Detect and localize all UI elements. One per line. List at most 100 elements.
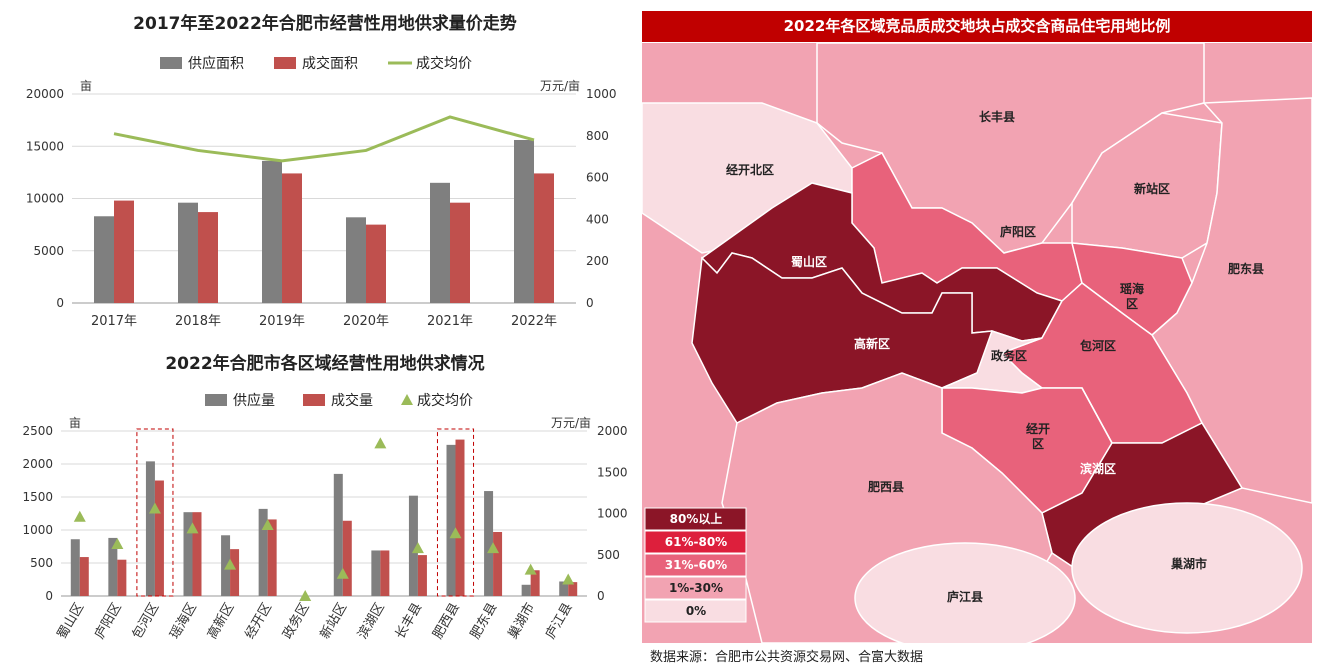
bar-成交量 (230, 549, 240, 596)
marker-成交均价 (524, 563, 537, 575)
legend-swatch (303, 394, 325, 406)
chart2: 0 500 1000 1500 2000 2500 0 500 1000 1500 2000 亩 万元/… (22, 392, 628, 642)
bar-供应面积 (94, 216, 114, 303)
bar-成交量 (79, 557, 89, 596)
chart1-title: 2017年至2022年合肥市经营性用地供求量价走势 (133, 14, 517, 34)
map-label: 政务区 (991, 348, 1027, 363)
bar-供应量 (559, 581, 569, 596)
bar-成交量 (568, 582, 578, 596)
map-label: 蜀山区 (791, 254, 827, 269)
y-left-tick-label: 15000 (26, 139, 64, 153)
bar-成交面积 (366, 224, 386, 303)
legend-label: 1%-30% (669, 581, 723, 595)
bar-供应量 (258, 508, 268, 596)
map-label: 包河区 (1079, 338, 1116, 353)
legend-label: 0% (686, 604, 706, 618)
map-label: 肥西县 (868, 479, 904, 494)
y-right-axis-label: 万元/亩 (540, 78, 580, 93)
bar-成交量 (192, 512, 202, 596)
bar-成交面积 (534, 173, 554, 303)
x-tick-label: 2017年 (91, 314, 137, 329)
map-label: 庐阳区 (1000, 224, 1036, 239)
x-tick-label: 新站区 (317, 600, 350, 642)
highlight-box (136, 428, 174, 597)
marker-成交均价 (224, 558, 237, 570)
bar-供应面积 (346, 217, 366, 303)
x-tick-label: 蜀山区 (55, 601, 87, 642)
marker-成交均价 (411, 542, 424, 554)
map-label-line: 区 (1032, 437, 1044, 451)
legend-swatch (160, 57, 182, 69)
map-title: 2022年各区域竞品质成交地块占成交含商品住宅用地比例 (642, 11, 1312, 42)
x-tick-label: 瑶海区 (167, 601, 199, 642)
legend-label: 供应量 (233, 392, 275, 409)
legend-box (644, 553, 747, 577)
map-label: 庐江县 (947, 589, 983, 604)
legend-box (644, 599, 747, 623)
bar-供应量 (221, 535, 231, 596)
chart1: 0 5000 10000 15000 20000 0 200 400 600 800 1000 亩 万元… (26, 55, 617, 329)
legend-box (644, 576, 747, 600)
bar-成交量 (455, 439, 465, 596)
bar-供应量 (484, 491, 494, 596)
y-right-tick-label: 500 (597, 548, 620, 562)
legend-label: 成交面积 (302, 55, 358, 72)
marker-成交均价 (374, 437, 387, 449)
legend-label: 供应面积 (188, 55, 244, 72)
bar-供应量 (371, 550, 381, 596)
legend-swatch (205, 394, 227, 406)
x-tick-label: 2021年 (427, 314, 473, 329)
bar-成交量 (493, 531, 503, 596)
line-成交均价 (113, 115, 535, 163)
marker-成交均价 (186, 522, 199, 534)
x-tick-label: 2022年 (511, 314, 557, 329)
y-right-tick-label: 1000 (597, 507, 628, 521)
bar-供应量 (183, 512, 193, 596)
y-left-tick-label: 500 (30, 556, 53, 570)
map-label-line: 区 (1126, 297, 1138, 311)
region-chaohu[interactable] (1071, 502, 1303, 634)
x-tick-label: 长丰县 (393, 601, 425, 642)
x-tick-label: 2020年 (343, 314, 389, 329)
bar-成交量 (342, 520, 352, 596)
y-left-tick-label: 0 (56, 296, 64, 310)
x-tick-label: 2019年 (259, 314, 305, 329)
region-xinzhan[interactable] (1071, 112, 1223, 259)
marker-成交均价 (111, 538, 124, 550)
legend-label: 61%-80% (665, 535, 727, 549)
legend-label: 80%以上 (670, 511, 723, 526)
data-source-note: 数据来源：合肥市公共资源交易网、合富大数据 (650, 650, 924, 665)
y-right-tick-label: 600 (586, 171, 609, 185)
y-right-axis-label: 万元/亩 (551, 415, 591, 430)
marker-成交均价 (73, 510, 86, 522)
x-tick-label: 滨湖区 (354, 600, 387, 642)
x-tick-label: 庐江县 (543, 601, 575, 642)
legend-label: 31%-60% (665, 558, 727, 572)
legend-label: 成交均价 (417, 392, 473, 409)
y-left-axis-label: 亩 (69, 415, 81, 430)
marker-成交均价 (148, 502, 161, 514)
bar-供应量 (521, 584, 531, 596)
y-left-tick-label: 10000 (26, 192, 64, 206)
bar-供应面积 (178, 202, 198, 303)
x-tick-label: 高新区 (204, 600, 237, 642)
marker-成交均价 (487, 542, 500, 554)
y-left-tick-label: 1000 (22, 523, 53, 537)
map-label: 肥东县 (1228, 261, 1264, 276)
region-lujiang[interactable] (854, 542, 1076, 643)
marker-成交均价 (261, 519, 274, 531)
marker-成交均价 (449, 527, 462, 539)
map-label: 高新区 (854, 336, 890, 351)
y-right-tick-label: 200 (586, 254, 609, 268)
bar-供应量 (446, 444, 456, 596)
bar-成交面积 (282, 173, 302, 303)
map-label: 长丰县 (979, 109, 1015, 124)
legend-label: 成交量 (331, 392, 373, 409)
marker-成交均价 (299, 590, 312, 601)
bar-成交面积 (114, 200, 134, 303)
y-right-tick-label: 0 (597, 589, 605, 603)
map-label-line: 瑶海 (1120, 281, 1144, 296)
y-left-tick-label: 0 (45, 589, 53, 603)
